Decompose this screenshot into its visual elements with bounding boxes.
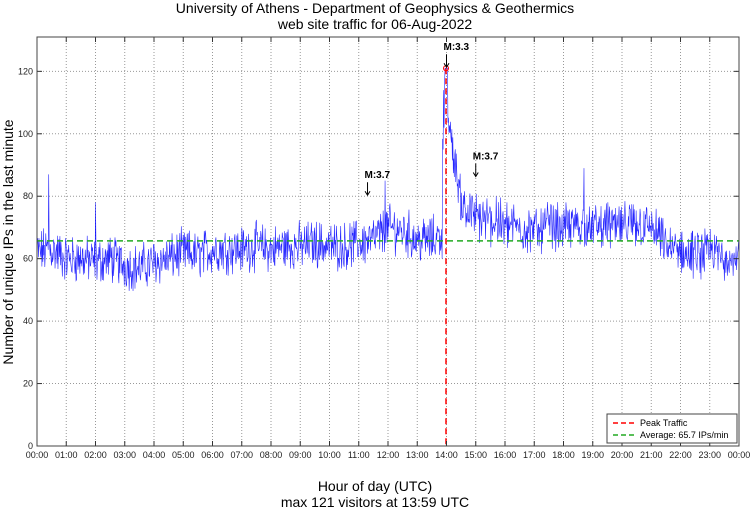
x-tick-label: 09:00 (289, 450, 312, 460)
arrow-head-icon (472, 172, 479, 178)
y-tick-label: 120 (18, 66, 33, 76)
y-tick-label: 20 (23, 379, 33, 389)
earthquake-annotation: M:3.7 (473, 151, 499, 162)
x-tick-label: 11:00 (348, 450, 370, 460)
traffic-line (36, 67, 740, 292)
y-axis-label: Number of unique IPs in the last minute (0, 119, 16, 364)
x-tick-label: 17:00 (523, 450, 546, 460)
legend-label: Peak Traffic (640, 418, 688, 428)
traffic-chart: 00:00 01:00 02:00 03:00 04:00 05:00 06:00 07:00… (0, 36, 750, 460)
x-tick-label: 22:00 (669, 450, 692, 460)
y-tick-label: 0 (28, 441, 33, 451)
x-tick-label: 20:00 (611, 450, 634, 460)
arrow-head-icon (443, 62, 450, 69)
x-tick-label: 07:00 (230, 450, 253, 460)
x-tick-label: 00:00 (728, 450, 750, 460)
earthquake-annotation: M:3.3 (444, 42, 470, 53)
x-tick-label: 04:00 (143, 450, 166, 460)
legend-label: Average: 65.7 IPs/min (640, 430, 728, 440)
chart-subtitle: web site traffic for 06-Aug-2022 (277, 16, 473, 32)
y-tick-label: 80 (23, 191, 33, 201)
x-tick-label: 05:00 (172, 450, 195, 460)
y-tick-label: 40 (23, 316, 33, 326)
x-tick-label: 23:00 (698, 450, 721, 460)
x-tick-label: 06:00 (201, 450, 224, 460)
y-tick-label: 100 (18, 129, 33, 139)
y-tick-label: 60 (23, 254, 33, 264)
axes: 00:00 01:00 02:00 03:00 04:00 05:00 06:00 07:00… (18, 36, 750, 460)
legend: Peak Traffic Average: 65.7 IPs/min (606, 413, 738, 444)
x-axis-note: max 121 visitors at 13:59 UTC (280, 494, 470, 510)
x-tick-label: 02:00 (84, 450, 107, 460)
x-tick-label: 03:00 (113, 450, 136, 460)
chart-title: University of Athens - Department of Geo… (175, 0, 575, 16)
legend-box (606, 413, 738, 444)
x-tick-label: 21:00 (640, 450, 663, 460)
annotations: M:3.3 M:3.7 M:3.7 (364, 42, 499, 197)
x-tick-label: 00:00 (26, 450, 49, 460)
x-tick-label: 16:00 (494, 450, 517, 460)
x-tick-label: 13:00 (406, 450, 429, 460)
x-tick-label: 15:00 (464, 450, 487, 460)
earthquake-annotation: M:3.7 (365, 170, 391, 181)
x-tick-label: 18:00 (552, 450, 575, 460)
plot-frame (36, 36, 740, 447)
x-tick-label: 19:00 (581, 450, 604, 460)
x-tick-label: 08:00 (260, 450, 283, 460)
arrow-head-icon (364, 190, 371, 197)
x-tick-label: 12:00 (377, 450, 400, 460)
x-axis-label: Hour of day (UTC) (317, 478, 433, 494)
x-tick-label: 10:00 (318, 450, 341, 460)
x-tick-label: 14:00 (435, 450, 458, 460)
x-tick-label: 01:00 (55, 450, 78, 460)
